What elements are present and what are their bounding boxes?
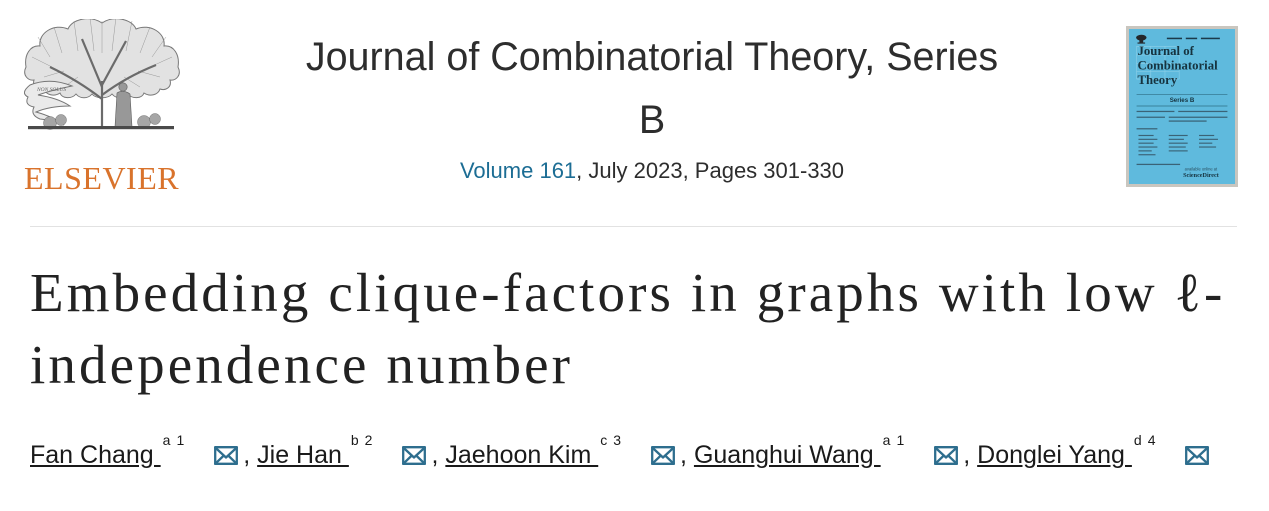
svg-text:Combinatorial: Combinatorial	[1138, 58, 1219, 72]
svg-text:available online at: available online at	[1185, 166, 1218, 171]
svg-text:Theory: Theory	[1138, 73, 1178, 87]
svg-text:NON SOLUS: NON SOLUS	[36, 87, 66, 93]
svg-text:Journal of: Journal of	[1138, 44, 1195, 58]
svg-text:Series B: Series B	[1170, 97, 1195, 104]
svg-text:ScienceDirect: ScienceDirect	[1183, 172, 1220, 179]
